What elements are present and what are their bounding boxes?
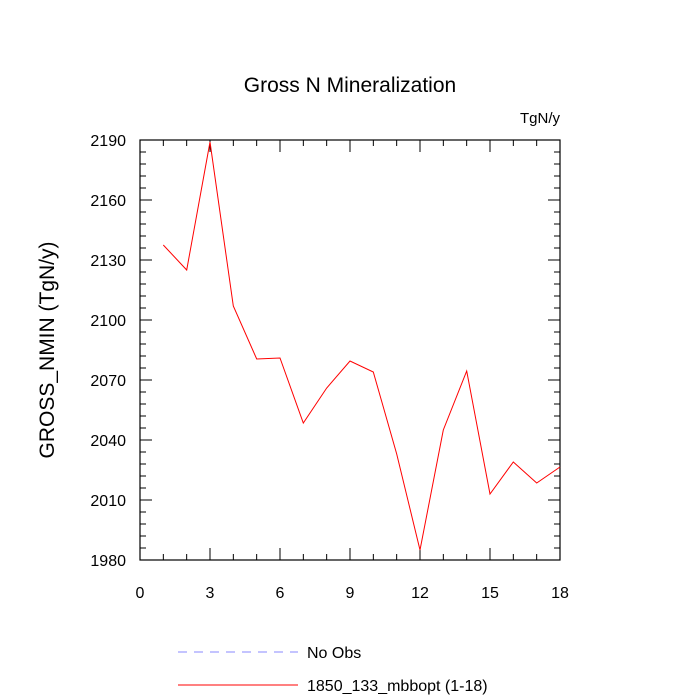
x-tick-label: 9 bbox=[346, 585, 355, 602]
y-axis-label: GROSS_NMIN (TgN/y) bbox=[36, 241, 59, 458]
y-tick-label: 2100 bbox=[90, 313, 126, 330]
legend-label: No Obs bbox=[307, 645, 361, 662]
y-tick-label: 2040 bbox=[90, 433, 126, 450]
legend: No Obs 1850_133_mbbopt (1-18) bbox=[178, 645, 488, 695]
x-tick-label: 3 bbox=[206, 585, 215, 602]
units-label: TgN/y bbox=[520, 110, 561, 127]
x-tick-label: 0 bbox=[136, 585, 145, 602]
y-tick-label: 1980 bbox=[90, 553, 126, 570]
y-tick-label: 2070 bbox=[90, 373, 126, 390]
x-tick-label: 12 bbox=[411, 585, 429, 602]
series-line bbox=[162, 141, 561, 551]
x-tick-label: 6 bbox=[276, 585, 285, 602]
x-tick-label: 18 bbox=[551, 585, 569, 602]
y-tick-label: 2010 bbox=[90, 493, 126, 510]
legend-label: 1850_133_mbbopt (1-18) bbox=[307, 678, 488, 695]
y-tick-label: 2130 bbox=[90, 253, 126, 270]
chart-title: Gross N Mineralization bbox=[244, 74, 456, 97]
y-tick-label: 2190 bbox=[90, 133, 126, 150]
x-tick-label: 15 bbox=[481, 585, 499, 602]
y-tick-label: 2160 bbox=[90, 193, 126, 210]
series-group bbox=[162, 141, 561, 551]
plot-frame bbox=[139, 139, 561, 561]
axis-ticks: 0 3 6 9 12 15 18 1980 2010 2040 2070 2100 2130 2160 21… bbox=[90, 133, 569, 602]
